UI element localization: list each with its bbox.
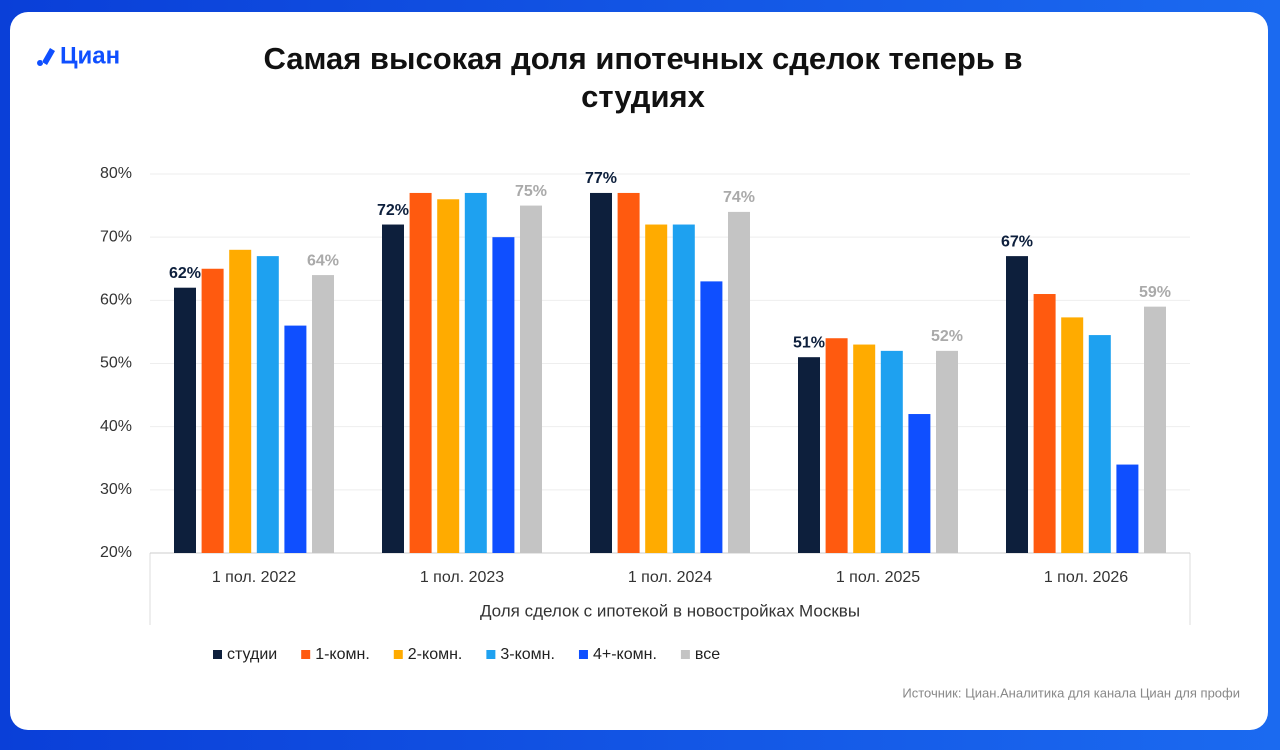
bar: [1033, 294, 1056, 553]
legend-label: 2-комн.: [408, 646, 463, 663]
data-label: 72%: [377, 202, 409, 219]
data-label: 59%: [1139, 284, 1171, 301]
y-tick-label: 80%: [100, 165, 132, 182]
legend-label: 1-комн.: [315, 646, 370, 663]
y-tick-label: 50%: [100, 355, 132, 372]
data-label: 62%: [169, 265, 201, 282]
legend-swatch: [213, 650, 222, 659]
bar: [284, 325, 307, 553]
bar: [853, 344, 876, 553]
bar: [174, 287, 196, 553]
data-label: 64%: [307, 252, 339, 269]
y-tick-label: 30%: [100, 481, 132, 498]
chart-title: Самая высокая доля ипотечных сделок тепе…: [263, 41, 1023, 114]
source: Источник: Циан.Аналитика для канала Циан…: [902, 685, 1240, 700]
legend-label: студии: [227, 646, 277, 663]
legend-swatch: [578, 650, 588, 659]
bar: [1144, 306, 1166, 553]
legend-label: все: [695, 646, 720, 663]
x-tick-label: 1 пол. 2025: [836, 569, 920, 586]
bar: [798, 357, 820, 553]
legend-swatch: [301, 650, 311, 659]
bar: [229, 249, 252, 554]
legend-swatch: [486, 650, 496, 659]
bar: [825, 338, 848, 553]
y-tick-label: 40%: [100, 418, 132, 435]
bar: [492, 237, 515, 553]
bar: [409, 192, 432, 553]
data-label: 75%: [515, 183, 547, 200]
bar: [880, 350, 903, 553]
y-tick-label: 70%: [100, 228, 132, 245]
data-label: 51%: [793, 334, 825, 351]
bar: [312, 275, 334, 553]
bar: [1088, 335, 1111, 553]
x-axis-title: Доля сделок с ипотекой в новостройках Мо…: [480, 601, 860, 620]
x-tick-label: 1 пол. 2026: [1044, 569, 1128, 586]
bar: [382, 224, 404, 554]
bar: [617, 192, 640, 553]
bar: [700, 281, 723, 553]
bar: [1006, 256, 1028, 553]
data-label: 74%: [723, 189, 755, 206]
data-label: 77%: [585, 170, 617, 187]
legend-label: 3-комн.: [500, 646, 555, 663]
bar: [520, 205, 542, 554]
logo-icon: [37, 48, 55, 66]
bar: [256, 256, 279, 553]
x-tick-label: 1 пол. 2023: [420, 569, 504, 586]
bar: [645, 224, 668, 554]
y-tick-label: 60%: [100, 292, 132, 309]
y-tick-label: 20%: [100, 544, 132, 561]
bar: [1116, 464, 1139, 553]
bar: [908, 414, 931, 553]
legend-swatch: [680, 650, 690, 659]
bar: [672, 224, 695, 554]
bar: [728, 211, 750, 553]
bar: [201, 268, 224, 553]
bar: [590, 192, 612, 553]
bar: [437, 199, 460, 553]
data-label: 52%: [931, 328, 963, 345]
x-tick-label: 1 пол. 2022: [212, 569, 296, 586]
x-tick-label: 1 пол. 2024: [628, 569, 712, 586]
logo: Циан: [60, 42, 120, 69]
bar: [464, 192, 487, 553]
bar: [1061, 317, 1084, 553]
data-label: 67%: [1001, 233, 1033, 250]
bar: [936, 350, 958, 553]
legend-swatch: [393, 650, 403, 659]
legend-label: 4+-комн.: [593, 646, 657, 663]
